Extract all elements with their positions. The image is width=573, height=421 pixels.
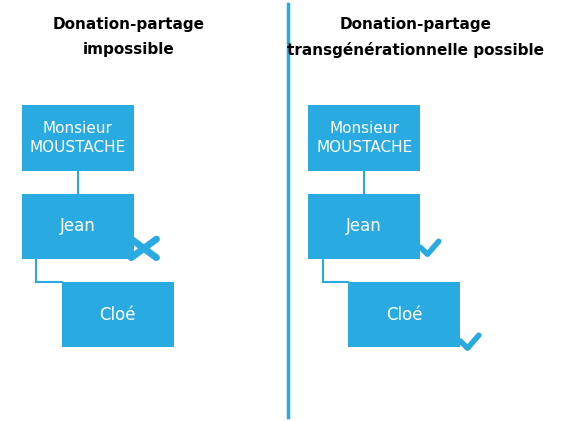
- Bar: [308, 194, 420, 259]
- Text: Jean: Jean: [60, 217, 96, 235]
- Text: Monsieur
MOUSTACHE: Monsieur MOUSTACHE: [316, 121, 412, 155]
- Bar: [308, 105, 420, 171]
- Text: transgénérationnelle possible: transgénérationnelle possible: [287, 42, 544, 58]
- Bar: [22, 194, 134, 259]
- Bar: [22, 105, 134, 171]
- Text: Donation-partage: Donation-partage: [339, 17, 492, 32]
- Text: Jean: Jean: [346, 217, 382, 235]
- Bar: [62, 282, 174, 347]
- Text: Monsieur
MOUSTACHE: Monsieur MOUSTACHE: [30, 121, 125, 155]
- Text: Cloé: Cloé: [100, 306, 136, 324]
- Text: Cloé: Cloé: [386, 306, 422, 324]
- Text: Donation-partage: Donation-partage: [53, 17, 205, 32]
- Text: impossible: impossible: [83, 42, 175, 57]
- Bar: [348, 282, 460, 347]
